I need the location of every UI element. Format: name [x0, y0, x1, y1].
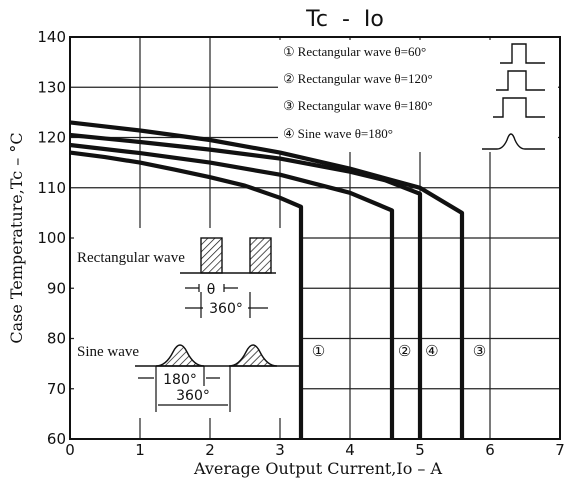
y-tick-label: 60: [47, 430, 66, 448]
theta-label: θ: [207, 282, 216, 298]
y-tick-label: 100: [37, 229, 66, 247]
y-tick-label: 110: [37, 179, 66, 197]
series-line-3: [69, 132, 423, 439]
legend-marker-4: ④: [283, 126, 295, 141]
legend-marker-2: ②: [283, 71, 295, 86]
x-tick-label: 7: [555, 441, 565, 459]
sine-hump-2: [228, 344, 278, 367]
x-axis-label: Average Output Current,Io – A: [193, 459, 443, 478]
rect-pulse-1: [200, 237, 223, 274]
tick-labels: 0 1 2 3 4 5 6 7 60 70 80 90 100 110 120 130 140: [37, 28, 564, 459]
series-marker-label-1: ①: [312, 342, 325, 360]
sine-half-label: 180°: [163, 372, 197, 388]
rect-pulse-2: [249, 237, 272, 274]
rect-period-label: 360°: [209, 301, 243, 317]
series-marker-label-2: ②: [398, 342, 411, 360]
series-group: [69, 120, 465, 439]
legend-label-4: Sine wave θ=180°: [298, 126, 393, 141]
y-tick-label: 130: [37, 78, 66, 96]
sine-hump-1: [155, 344, 205, 367]
inset-rect-label: Rectangular wave: [77, 250, 185, 266]
legend-marker-3: ③: [283, 98, 295, 113]
sine-period-label: 360°: [176, 388, 210, 404]
y-tick-label: 140: [37, 28, 66, 46]
sine-half-dimension: [138, 366, 231, 412]
x-tick-label: 4: [345, 441, 355, 459]
y-axis-label: Case Temperature,Tc – °C: [7, 132, 26, 343]
series-line-1: [69, 150, 304, 439]
legend-item-1: ① Rectangular wave θ=60°: [283, 44, 426, 59]
waveform-inset: Rectangular wave θ 360° Sine wave 180° 3…: [74, 228, 300, 418]
legend-sine-icon: [482, 133, 545, 150]
theta-dimension: [185, 284, 238, 292]
legend-label-2: Rectangular wave θ=120°: [298, 71, 433, 86]
legend-pulse-icon-2: [496, 70, 545, 91]
x-tick-label: 0: [65, 441, 75, 459]
series-marker-label-3: ④: [425, 342, 438, 360]
x-tick-label: 2: [205, 441, 215, 459]
legend-marker-1: ①: [283, 44, 295, 59]
legend-item-4: ④ Sine wave θ=180°: [283, 126, 393, 141]
y-tick-label: 80: [47, 330, 66, 348]
legend-item-3: ③ Rectangular wave θ=180°: [283, 98, 433, 113]
x-tick-label: 1: [135, 441, 145, 459]
legend-label-1: Rectangular wave θ=60°: [298, 44, 427, 59]
legend-item-2: ② Rectangular wave θ=120°: [283, 71, 433, 86]
plot-frame: [69, 36, 561, 440]
legend: ① Rectangular wave θ=60° ② Rectangular wav…: [278, 40, 558, 152]
rect-period-dimension: [185, 292, 268, 318]
inset-sine-label: Sine wave: [77, 344, 139, 360]
legend-label-3: Rectangular wave θ=180°: [298, 98, 433, 113]
x-tick-label: 3: [275, 441, 285, 459]
legend-pulse-icon-3: [493, 97, 545, 118]
x-tick-label: 5: [415, 441, 425, 459]
y-tick-label: 120: [37, 129, 66, 147]
series-line-4: [69, 120, 465, 439]
y-tick-label: 70: [47, 380, 66, 398]
series-line-2: [69, 142, 395, 439]
legend-pulse-icon-1: [500, 43, 545, 64]
series-marker-label-4: ③: [473, 342, 486, 360]
y-tick-label: 90: [47, 279, 66, 297]
chart-title: Tc - Io: [305, 7, 384, 32]
x-tick-label: 6: [485, 441, 495, 459]
